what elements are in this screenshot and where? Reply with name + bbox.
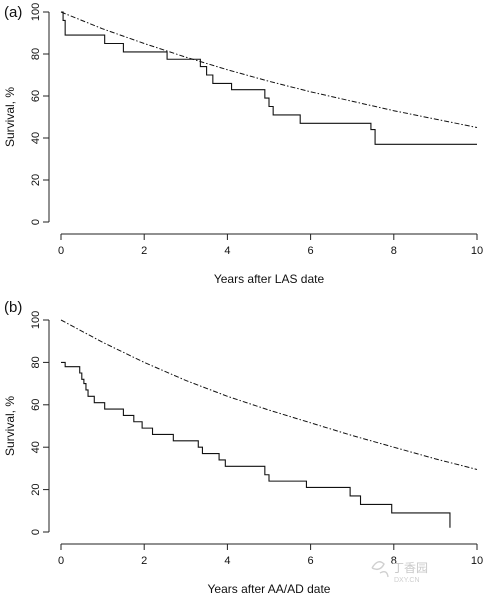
panel-a-ylabel: Survival, % <box>3 87 17 147</box>
panel-a-x-tick-label: 6 <box>308 245 314 257</box>
panel-a: (a) Survival, % Years after LAS date 0 2 4… <box>3 3 483 286</box>
panel-a-x-tick-label: 0 <box>58 245 64 257</box>
panel-a-y-tick-label: 20 <box>30 174 42 186</box>
panel-b-km-curve <box>61 361 451 528</box>
panel-b-x-tick-label: 4 <box>224 555 230 567</box>
panel-a-reference-curve <box>60 11 478 128</box>
panel-a-plot <box>60 11 478 145</box>
panel-b: (b) Survival, % Years after AA/AD date 0… <box>3 299 483 596</box>
panel-a-y-tick-label: 80 <box>30 48 42 60</box>
panel-b-xlabel: Years after AA/AD date <box>208 582 331 596</box>
panel-b-y-tick-label: 80 <box>30 356 42 368</box>
panel-a-x-tick-label: 8 <box>391 245 397 257</box>
panel-b-x-tick-label: 0 <box>58 555 64 567</box>
panel-b-y-tick-label: 20 <box>30 483 42 495</box>
panel-b-y-tick-label: 0 <box>30 529 42 535</box>
panel-b-x-tick-label: 8 <box>391 555 397 567</box>
panel-a-x-tick-label: 4 <box>224 245 230 257</box>
watermark-logo-icon <box>371 561 389 578</box>
panel-b-y-tick-label: 40 <box>30 441 42 453</box>
panel-a-y-tick-label: 60 <box>30 90 42 102</box>
watermark-text: 丁香园 <box>392 561 428 575</box>
panel-a-km-curve <box>61 11 477 145</box>
watermark: 丁香园 DXY.CN <box>371 561 428 584</box>
panel-a-label: (a) <box>4 4 22 21</box>
panel-a-xlabel: Years after LAS date <box>214 272 325 286</box>
panel-a-y-tick-label: 100 <box>30 3 42 21</box>
panel-b-plot <box>60 319 478 528</box>
panel-a-x-tick-label: 2 <box>141 245 147 257</box>
panel-a-y-tick-label: 0 <box>30 219 42 225</box>
panel-b-x-tick-label: 10 <box>471 555 483 567</box>
panel-b-y-tick-label: 100 <box>30 311 42 329</box>
panel-b-ylabel: Survival, % <box>3 396 17 456</box>
panel-a-x-tick-label: 10 <box>471 245 483 257</box>
panel-b-x-tick-label: 6 <box>308 555 314 567</box>
panel-b-x-tick-label: 2 <box>141 555 147 567</box>
panel-a-y-tick-label: 40 <box>30 132 42 144</box>
watermark-subtext: DXY.CN <box>394 577 420 584</box>
panel-b-y-tick-label: 60 <box>30 399 42 411</box>
panel-b-label: (b) <box>4 299 22 316</box>
panel-b-reference-curve <box>60 319 478 470</box>
